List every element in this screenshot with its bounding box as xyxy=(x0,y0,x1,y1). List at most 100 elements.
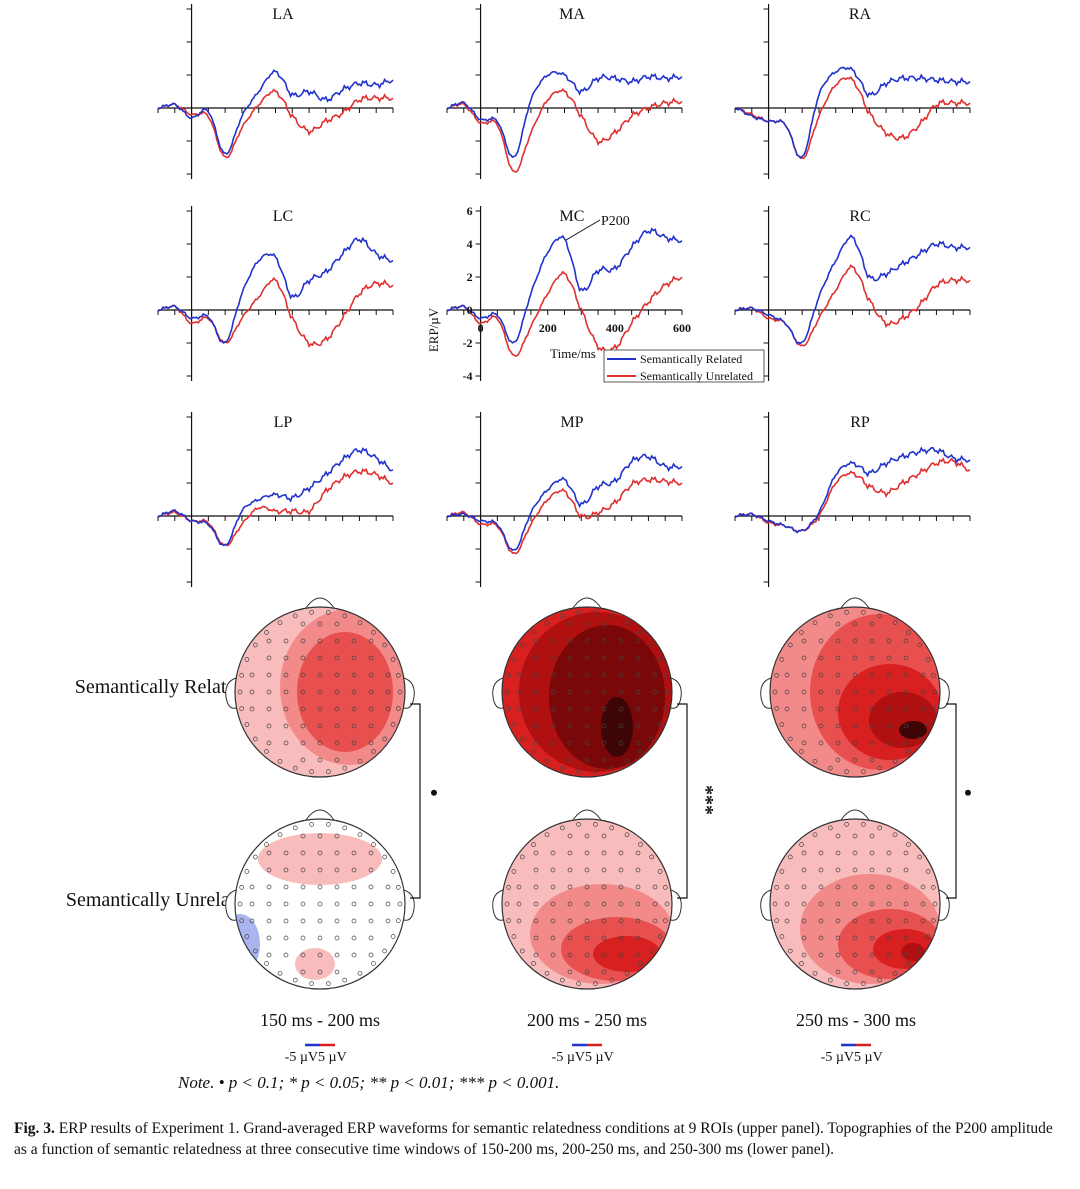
x-tick-label: 600 xyxy=(673,321,691,335)
figure: LA MA RA LC MC 6 4 2 0 -2 -4 0 200 400 600 RC LP MP RP ERP… xyxy=(66,4,972,1065)
electrode xyxy=(877,613,883,619)
electrode xyxy=(886,638,892,644)
electrode xyxy=(550,723,556,729)
electrode xyxy=(300,935,306,941)
electrode xyxy=(584,757,590,763)
electrode xyxy=(567,638,573,644)
electrode xyxy=(342,613,348,619)
electrode xyxy=(652,918,658,924)
electrode xyxy=(801,867,807,873)
electrode xyxy=(317,867,323,873)
electrode xyxy=(300,740,306,746)
electrode xyxy=(618,850,624,856)
electrode xyxy=(618,740,624,746)
bracket-150-200 xyxy=(410,703,421,899)
electrode xyxy=(317,655,323,661)
electrode xyxy=(835,621,841,627)
electrode xyxy=(533,918,539,924)
waveform-unrelated-ra xyxy=(734,76,971,160)
electrode xyxy=(584,621,590,627)
electrode xyxy=(593,822,598,827)
electrode xyxy=(351,689,357,695)
electrode xyxy=(784,884,790,890)
peak-arrow xyxy=(565,219,601,241)
electrode xyxy=(567,723,573,729)
electrode xyxy=(869,969,875,975)
electrode xyxy=(576,981,581,986)
electrode xyxy=(567,621,573,627)
waveform-related-lp xyxy=(157,447,394,547)
electrode xyxy=(812,832,818,838)
electrode xyxy=(368,952,374,958)
electrode xyxy=(852,833,858,839)
electrode xyxy=(249,918,255,924)
electrode xyxy=(584,850,590,856)
electrode xyxy=(567,969,573,975)
electrode xyxy=(511,869,517,874)
electrode xyxy=(869,867,875,873)
electrode xyxy=(252,642,258,648)
left-ear xyxy=(760,677,772,709)
electrode xyxy=(920,706,926,712)
electrode xyxy=(292,613,298,619)
electrode xyxy=(892,620,898,626)
electrode xyxy=(584,969,590,975)
electrode xyxy=(244,657,250,662)
y-tick-label: 6 xyxy=(467,204,473,218)
electrode xyxy=(385,672,391,678)
electrode xyxy=(601,740,607,746)
electrode xyxy=(835,867,841,873)
electrode xyxy=(886,952,892,958)
electrode xyxy=(635,689,641,695)
electrode xyxy=(917,642,923,648)
electrode xyxy=(317,689,323,695)
electrode xyxy=(772,901,778,907)
electrode xyxy=(593,981,598,986)
electrode xyxy=(559,825,565,831)
erp-title-mc: MC xyxy=(560,208,585,225)
electrode xyxy=(801,689,807,695)
electrode xyxy=(277,620,283,626)
head-outline xyxy=(234,818,406,990)
electrode xyxy=(516,672,522,678)
electrode xyxy=(567,757,573,763)
electrode xyxy=(368,918,374,924)
electrode xyxy=(334,655,340,661)
electrode xyxy=(812,970,818,976)
electrode xyxy=(784,706,790,712)
electrode xyxy=(652,689,658,695)
window-label-3: 250 ms - 300 ms xyxy=(796,1010,916,1030)
erp-panel-la: LA xyxy=(157,4,394,179)
waveform-related-rp xyxy=(734,446,971,534)
electrode xyxy=(827,765,833,771)
electrode xyxy=(852,655,858,661)
electrode xyxy=(317,638,323,644)
electrode xyxy=(533,723,539,729)
electrode xyxy=(852,918,858,924)
y-tick-label: -4 xyxy=(463,369,473,383)
nose xyxy=(305,597,335,609)
electrode xyxy=(584,952,590,958)
electrode xyxy=(368,689,374,695)
electrode xyxy=(892,758,898,764)
erp-title-mp: MP xyxy=(560,414,583,431)
y-tick-label: 0 xyxy=(467,303,473,317)
electrode xyxy=(917,854,923,860)
row-label-related: Semantically Related xyxy=(75,676,246,698)
electrode xyxy=(906,961,911,966)
electrode xyxy=(249,689,255,695)
electrode xyxy=(662,706,668,711)
electrode xyxy=(357,832,363,838)
electrode xyxy=(886,918,892,924)
scale-max-label: 5 µV xyxy=(318,1050,347,1065)
color-scale-2: -5 µV 5 µV xyxy=(552,1043,614,1065)
electrode xyxy=(397,901,403,907)
electrode xyxy=(657,869,663,874)
electrode xyxy=(801,672,807,678)
electrode xyxy=(877,765,883,771)
electrode xyxy=(550,672,556,678)
electrode xyxy=(317,833,323,839)
note: Note. • p < 0.1; * p < 0.05; ** p < 0.01… xyxy=(178,1073,560,1092)
left-ear xyxy=(760,889,772,921)
electrode xyxy=(618,918,624,924)
